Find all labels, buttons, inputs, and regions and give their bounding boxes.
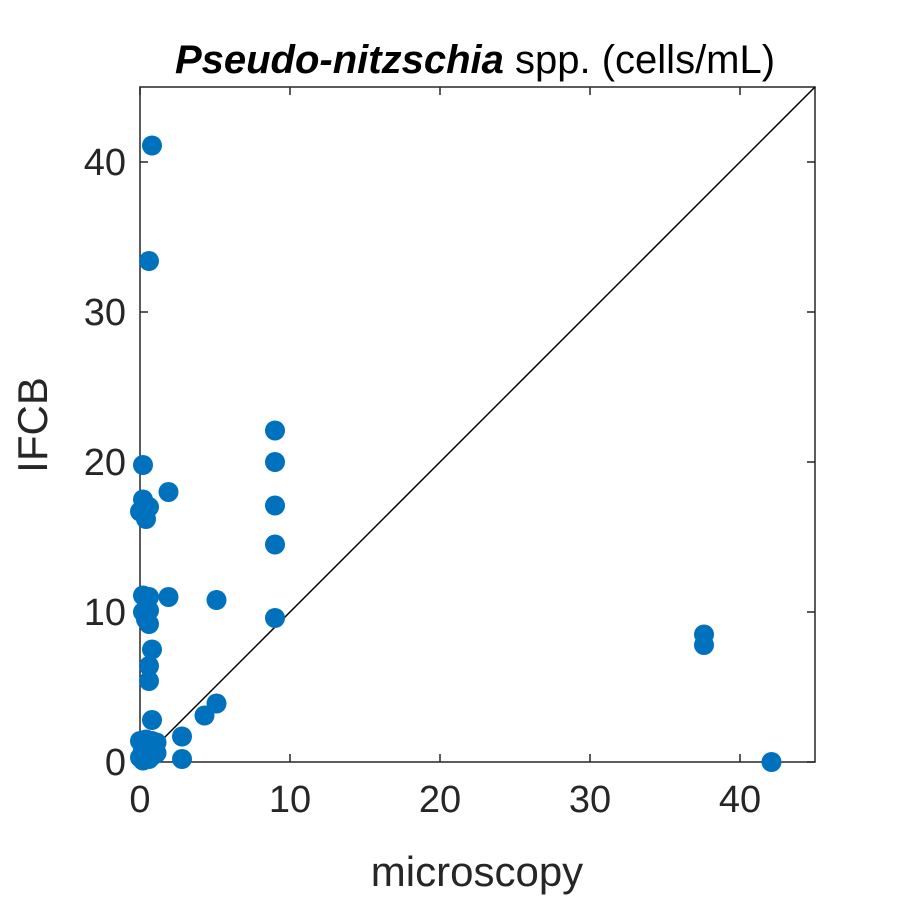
chart-title-italic: Pseudo-nitzschia xyxy=(175,38,504,82)
data-point xyxy=(139,671,159,691)
y-tick-label: 0 xyxy=(105,742,126,784)
data-point xyxy=(265,495,285,516)
x-tick-label: 40 xyxy=(719,779,761,821)
data-point xyxy=(265,420,285,441)
data-point xyxy=(142,135,162,156)
y-tick-label: 30 xyxy=(84,292,126,334)
x-tick-label: 0 xyxy=(129,779,150,821)
x-tick-label: 30 xyxy=(569,779,611,821)
data-point xyxy=(265,452,285,472)
chart-title: Pseudo-nitzschia spp. (cells/mL) xyxy=(175,38,775,82)
data-point xyxy=(142,710,162,730)
y-axis-label: IFCB xyxy=(9,377,56,473)
y-tick-label: 10 xyxy=(84,592,126,634)
y-tick-label: 20 xyxy=(84,442,126,484)
data-point xyxy=(158,587,179,607)
data-point xyxy=(142,639,162,660)
data-point xyxy=(158,482,179,502)
data-points xyxy=(130,135,782,772)
data-point xyxy=(206,693,227,714)
chart-title-rest: spp. (cells/mL) xyxy=(504,38,775,82)
data-point xyxy=(139,749,159,769)
data-point xyxy=(139,656,159,676)
y-tick-label: 40 xyxy=(84,142,126,184)
data-point xyxy=(136,509,156,529)
data-point xyxy=(265,534,285,555)
data-point xyxy=(265,608,285,628)
data-point xyxy=(172,726,192,747)
data-point xyxy=(139,251,159,271)
data-point xyxy=(206,590,227,610)
data-point xyxy=(172,749,192,769)
identity-reference-line xyxy=(139,86,816,763)
x-tick-label: 10 xyxy=(269,779,311,821)
data-point xyxy=(133,455,153,475)
x-tick-label: 20 xyxy=(419,779,461,821)
data-point xyxy=(694,635,714,655)
data-point xyxy=(761,752,782,772)
data-point xyxy=(139,614,159,634)
axis-tick-labels: 0 10 20 30 40 0 10 20 30 40 xyxy=(84,142,761,821)
x-axis-label: microscopy xyxy=(371,848,583,895)
